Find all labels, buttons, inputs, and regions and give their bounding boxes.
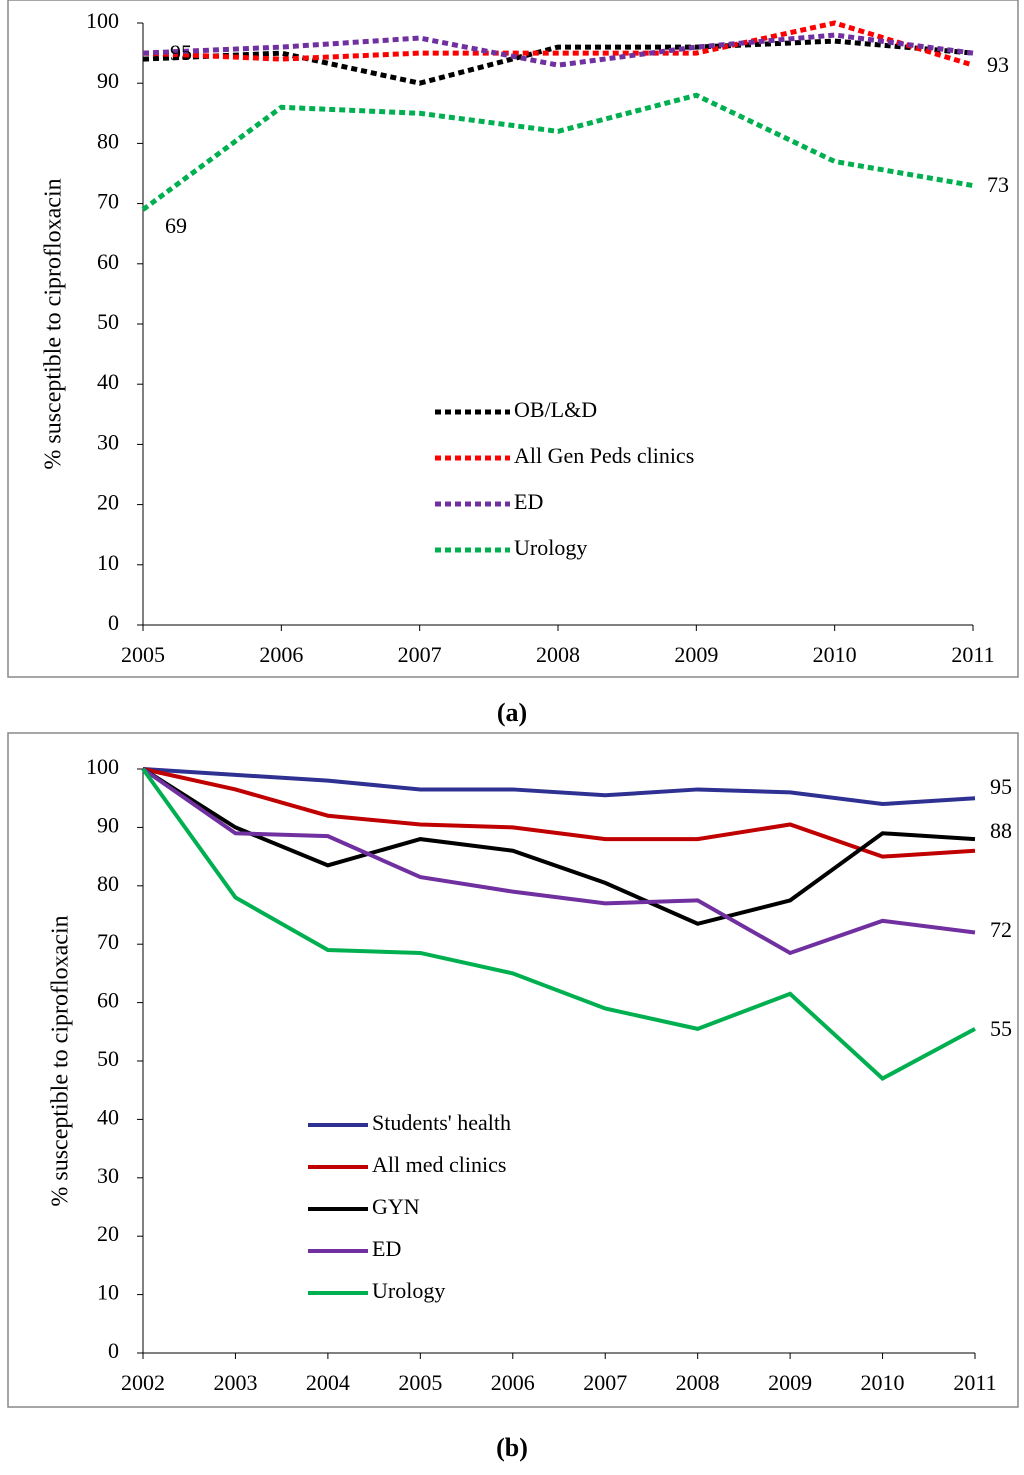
x-tick-label: 2009 bbox=[768, 1370, 812, 1395]
y-tick-label: 100 bbox=[86, 8, 119, 33]
y-tick-label: 100 bbox=[86, 754, 119, 779]
y-tick-label: 40 bbox=[97, 1104, 119, 1129]
x-tick-label: 2008 bbox=[676, 1370, 720, 1395]
series-line bbox=[141, 767, 976, 1081]
y-axis-label: % susceptible to ciprofloxacin bbox=[48, 915, 74, 1206]
x-tick-label: 2011 bbox=[951, 642, 994, 667]
annotation: 69 bbox=[165, 213, 187, 238]
y-tick-label: 10 bbox=[97, 1280, 119, 1305]
x-tick-label: 2007 bbox=[398, 642, 442, 667]
legend-label: All med clinics bbox=[372, 1152, 506, 1177]
x-tick-label: 2010 bbox=[813, 642, 857, 667]
annotation: 88 bbox=[990, 818, 1012, 843]
legend-label: Urology bbox=[514, 535, 587, 560]
x-tick-label: 2008 bbox=[536, 642, 580, 667]
legend-label: GYN bbox=[372, 1194, 420, 1219]
x-tick-label: 2007 bbox=[583, 1370, 627, 1395]
x-tick-label: 2009 bbox=[674, 642, 718, 667]
x-tick-label: 2005 bbox=[398, 1370, 442, 1395]
y-tick-label: 70 bbox=[97, 189, 119, 214]
annotation: 55 bbox=[990, 1016, 1012, 1041]
x-tick-label: 2005 bbox=[121, 642, 165, 667]
y-tick-label: 60 bbox=[97, 249, 119, 274]
y-axis-label: % susceptible to ciprofloxacin bbox=[41, 178, 67, 469]
y-tick-label: 30 bbox=[97, 429, 119, 454]
x-tick-label: 2010 bbox=[861, 1370, 905, 1395]
legend-label: ED bbox=[514, 489, 543, 514]
x-tick-label: 2006 bbox=[259, 642, 303, 667]
legend-label: All Gen Peds clinics bbox=[514, 443, 694, 468]
x-tick-label: 2011 bbox=[953, 1370, 996, 1395]
annotation: 72 bbox=[990, 917, 1012, 942]
caption: (b) bbox=[496, 1433, 528, 1462]
series-line bbox=[141, 767, 976, 956]
y-tick-label: 0 bbox=[108, 610, 119, 635]
caption: (a) bbox=[497, 698, 527, 727]
y-tick-label: 30 bbox=[97, 1163, 119, 1188]
series-line bbox=[142, 767, 976, 807]
y-tick-label: 90 bbox=[97, 68, 119, 93]
x-tick-label: 2004 bbox=[306, 1370, 350, 1395]
x-tick-label: 2002 bbox=[121, 1370, 165, 1395]
annotation: 95 bbox=[990, 774, 1012, 799]
y-tick-label: 70 bbox=[97, 929, 119, 954]
y-tick-label: 50 bbox=[97, 309, 119, 334]
y-tick-label: 0 bbox=[108, 1338, 119, 1363]
chart-frame bbox=[7, 0, 1019, 678]
series-line bbox=[142, 38, 974, 86]
y-tick-label: 80 bbox=[97, 128, 119, 153]
y-tick-label: 90 bbox=[97, 812, 119, 837]
y-tick-label: 50 bbox=[97, 1046, 119, 1071]
annotation: 73 bbox=[987, 172, 1009, 197]
legend-label: ED bbox=[372, 1236, 401, 1261]
x-tick-label: 2006 bbox=[491, 1370, 535, 1395]
series-line bbox=[142, 20, 974, 68]
y-tick-label: 60 bbox=[97, 988, 119, 1013]
series-line bbox=[141, 92, 974, 212]
legend-label: Urology bbox=[372, 1278, 445, 1303]
annotation: 95 bbox=[170, 40, 192, 65]
y-tick-label: 20 bbox=[97, 490, 119, 515]
x-tick-label: 2003 bbox=[213, 1370, 257, 1395]
chart-frame bbox=[7, 732, 1019, 1408]
y-tick-label: 10 bbox=[97, 550, 119, 575]
legend-label: Students' health bbox=[372, 1110, 511, 1135]
y-tick-label: 20 bbox=[97, 1221, 119, 1246]
y-tick-label: 80 bbox=[97, 871, 119, 896]
legend-label: OB/L&D bbox=[514, 397, 597, 422]
y-tick-label: 40 bbox=[97, 369, 119, 394]
series-line bbox=[141, 767, 976, 926]
series-line bbox=[142, 767, 976, 859]
annotation: 93 bbox=[987, 52, 1009, 77]
